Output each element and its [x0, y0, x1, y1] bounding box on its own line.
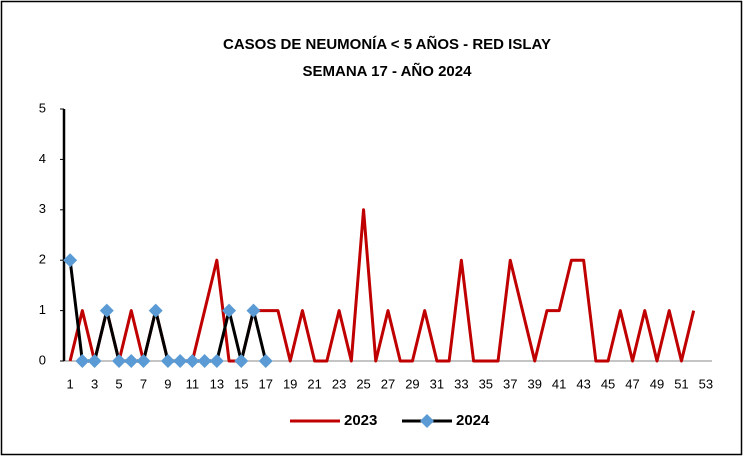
- series-marker: [99, 303, 114, 318]
- x-tick-label: 19: [283, 376, 297, 391]
- x-tick-label: 39: [527, 376, 541, 391]
- series-marker: [136, 354, 151, 368]
- x-tick-label: 11: [186, 376, 200, 391]
- y-tick-label: 1: [39, 302, 46, 317]
- y-tick-label: 4: [39, 151, 46, 166]
- x-tick-label: 51: [674, 376, 688, 391]
- x-tick-label: 5: [115, 376, 122, 391]
- x-tick-label: 23: [332, 376, 346, 391]
- x-tick-label: 43: [576, 376, 590, 391]
- x-tick-label: 31: [430, 376, 444, 391]
- x-tick-label: 7: [140, 376, 147, 391]
- x-tick-label: 3: [91, 376, 98, 391]
- legend-label: 2023: [344, 412, 377, 429]
- series-marker: [209, 354, 224, 368]
- x-tick-label: 25: [356, 376, 370, 391]
- x-tick-label: 17: [259, 376, 273, 391]
- legend-label: 2024: [456, 412, 490, 429]
- series-marker: [246, 303, 261, 318]
- y-tick-label: 0: [39, 352, 46, 367]
- x-tick-label: 49: [650, 376, 664, 391]
- series-marker: [222, 303, 237, 318]
- x-tick-label: 21: [307, 376, 321, 391]
- series-marker: [185, 354, 200, 368]
- chart-title: CASOS DE NEUMONÍA < 5 AÑOS - RED ISLAY: [223, 35, 551, 53]
- x-tick-label: 37: [503, 376, 517, 391]
- series-marker: [124, 354, 139, 368]
- x-tick-label: 41: [552, 376, 566, 391]
- series-marker: [234, 354, 249, 368]
- x-tick-label: 13: [210, 376, 224, 391]
- series-marker: [173, 354, 188, 368]
- x-tick-label: 35: [479, 376, 493, 391]
- x-tick-label: 33: [454, 376, 468, 391]
- y-tick-label: 3: [39, 201, 46, 216]
- x-tick-label: 1: [66, 376, 73, 391]
- x-tick-label: 53: [699, 376, 713, 391]
- series-marker: [197, 354, 212, 368]
- x-tick-label: 47: [625, 376, 639, 391]
- chart-subtitle: SEMANA 17 - AÑO 2024: [303, 62, 473, 80]
- series-marker: [112, 354, 127, 368]
- y-tick-label: 2: [39, 252, 46, 267]
- series-marker: [87, 354, 102, 368]
- series-marker: [75, 354, 90, 368]
- series-marker: [148, 303, 163, 318]
- series-marker: [160, 354, 175, 368]
- x-tick-label: 29: [405, 376, 419, 391]
- x-tick-label: 9: [164, 376, 171, 391]
- x-tick-label: 15: [234, 376, 248, 391]
- x-tick-label: 27: [381, 376, 395, 391]
- series-marker: [63, 253, 78, 268]
- x-tick-label: 45: [601, 376, 615, 391]
- series-marker: [258, 354, 273, 368]
- legend-marker: [420, 414, 434, 428]
- y-tick-label: 5: [39, 100, 46, 115]
